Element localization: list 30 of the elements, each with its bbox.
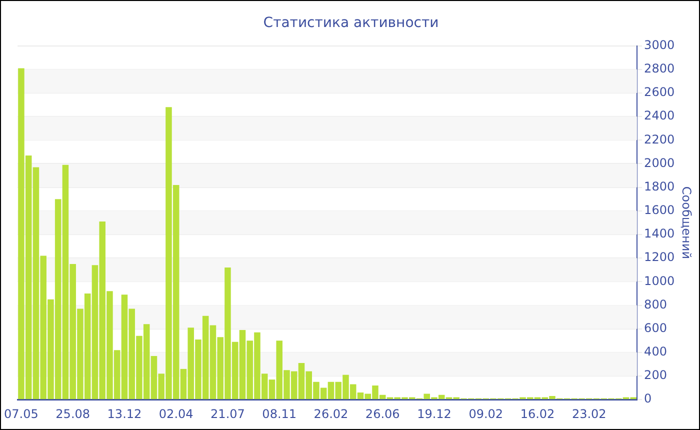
y-tick-label: 3000 [644,38,675,52]
y-tick-label: 2600 [644,85,675,100]
y-tick-label: 2200 [644,132,675,146]
y-tick-label: 2800 [644,62,675,76]
y-tick-label: 2000 [644,156,675,170]
x-tick-label: 25.08 [56,406,90,421]
y-tick-label: 1600 [644,203,675,218]
y-tick-label: 1800 [644,179,675,194]
y-tick-label: 200 [644,368,667,382]
y-tick-label: 2400 [644,108,675,123]
y-tick-label: 1200 [644,250,675,264]
x-tick-label: 16.02 [520,406,555,421]
chart-title: Статистика активности [263,15,439,32]
y-tick-label: 0 [644,392,652,406]
x-tick-label: 13.12 [107,406,142,421]
x-tick-label: 07.05 [4,406,38,421]
x-tick-label: 19.12 [417,406,452,421]
x-tick-label: 21.07 [210,406,245,421]
x-tick-label: 02.04 [158,406,194,421]
x-tick-label: 26.02 [314,406,348,421]
x-tick-label: 08.11 [262,406,297,421]
y-tick-label: 800 [644,297,667,312]
x-tick-label: 23.02 [572,406,606,421]
y-axis-title: Сообщений [680,186,694,259]
x-tick-label: 26.06 [365,406,400,421]
y-tick-label: 1400 [644,226,675,241]
y-tick-label: 400 [644,344,667,359]
x-tick-label: 09.02 [468,406,504,421]
y-tick-label: 1000 [644,274,675,288]
y-tick-label: 600 [644,320,667,335]
